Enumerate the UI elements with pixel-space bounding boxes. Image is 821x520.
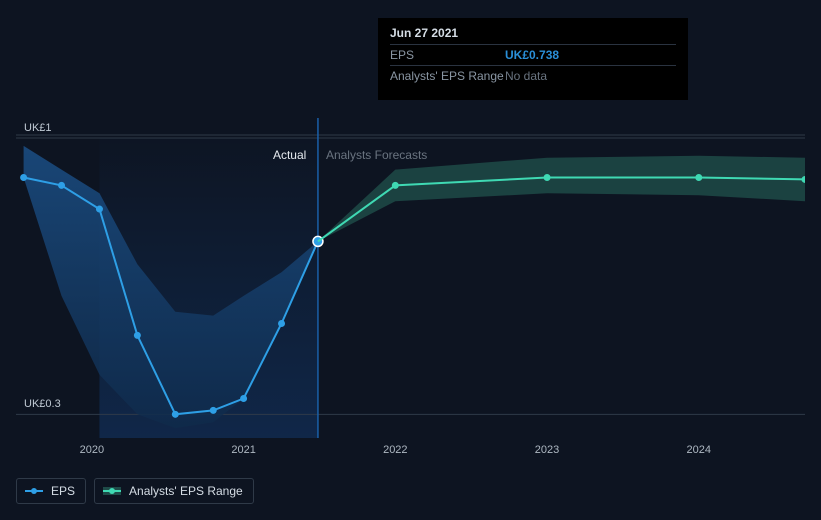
legend-label: Analysts' EPS Range xyxy=(129,484,243,498)
legend-swatch xyxy=(25,487,43,495)
x-axis-label: 2024 xyxy=(687,444,711,456)
tooltip-row: EPSUK£0.738 xyxy=(390,44,676,65)
legend-item[interactable]: EPS xyxy=(16,478,86,504)
eps-chart[interactable]: Actual Analysts Forecasts UK£1UK£0.3 202… xyxy=(16,118,805,458)
tooltip-row-label: EPS xyxy=(390,48,505,62)
tooltip-row-label: Analysts' EPS Range xyxy=(390,69,505,83)
tooltip-row-value: No data xyxy=(505,69,547,83)
tooltip-row: Analysts' EPS RangeNo data xyxy=(390,65,676,86)
chart-svg xyxy=(16,118,805,458)
legend-label: EPS xyxy=(51,484,75,498)
legend-swatch xyxy=(103,487,121,495)
tooltip-date: Jun 27 2021 xyxy=(390,26,676,40)
y-axis-label: UK£0.3 xyxy=(24,398,61,410)
chart-legend: EPS Analysts' EPS Range xyxy=(16,478,254,504)
legend-item[interactable]: Analysts' EPS Range xyxy=(94,478,254,504)
chart-tooltip: Jun 27 2021 EPSUK£0.738Analysts' EPS Ran… xyxy=(378,18,688,100)
tooltip-row-value: UK£0.738 xyxy=(505,48,559,62)
y-axis-label: UK£1 xyxy=(24,122,52,134)
x-axis-label: 2020 xyxy=(80,444,104,456)
x-axis-label: 2022 xyxy=(383,444,407,456)
x-axis-label: 2021 xyxy=(231,444,255,456)
x-axis-label: 2023 xyxy=(535,444,559,456)
